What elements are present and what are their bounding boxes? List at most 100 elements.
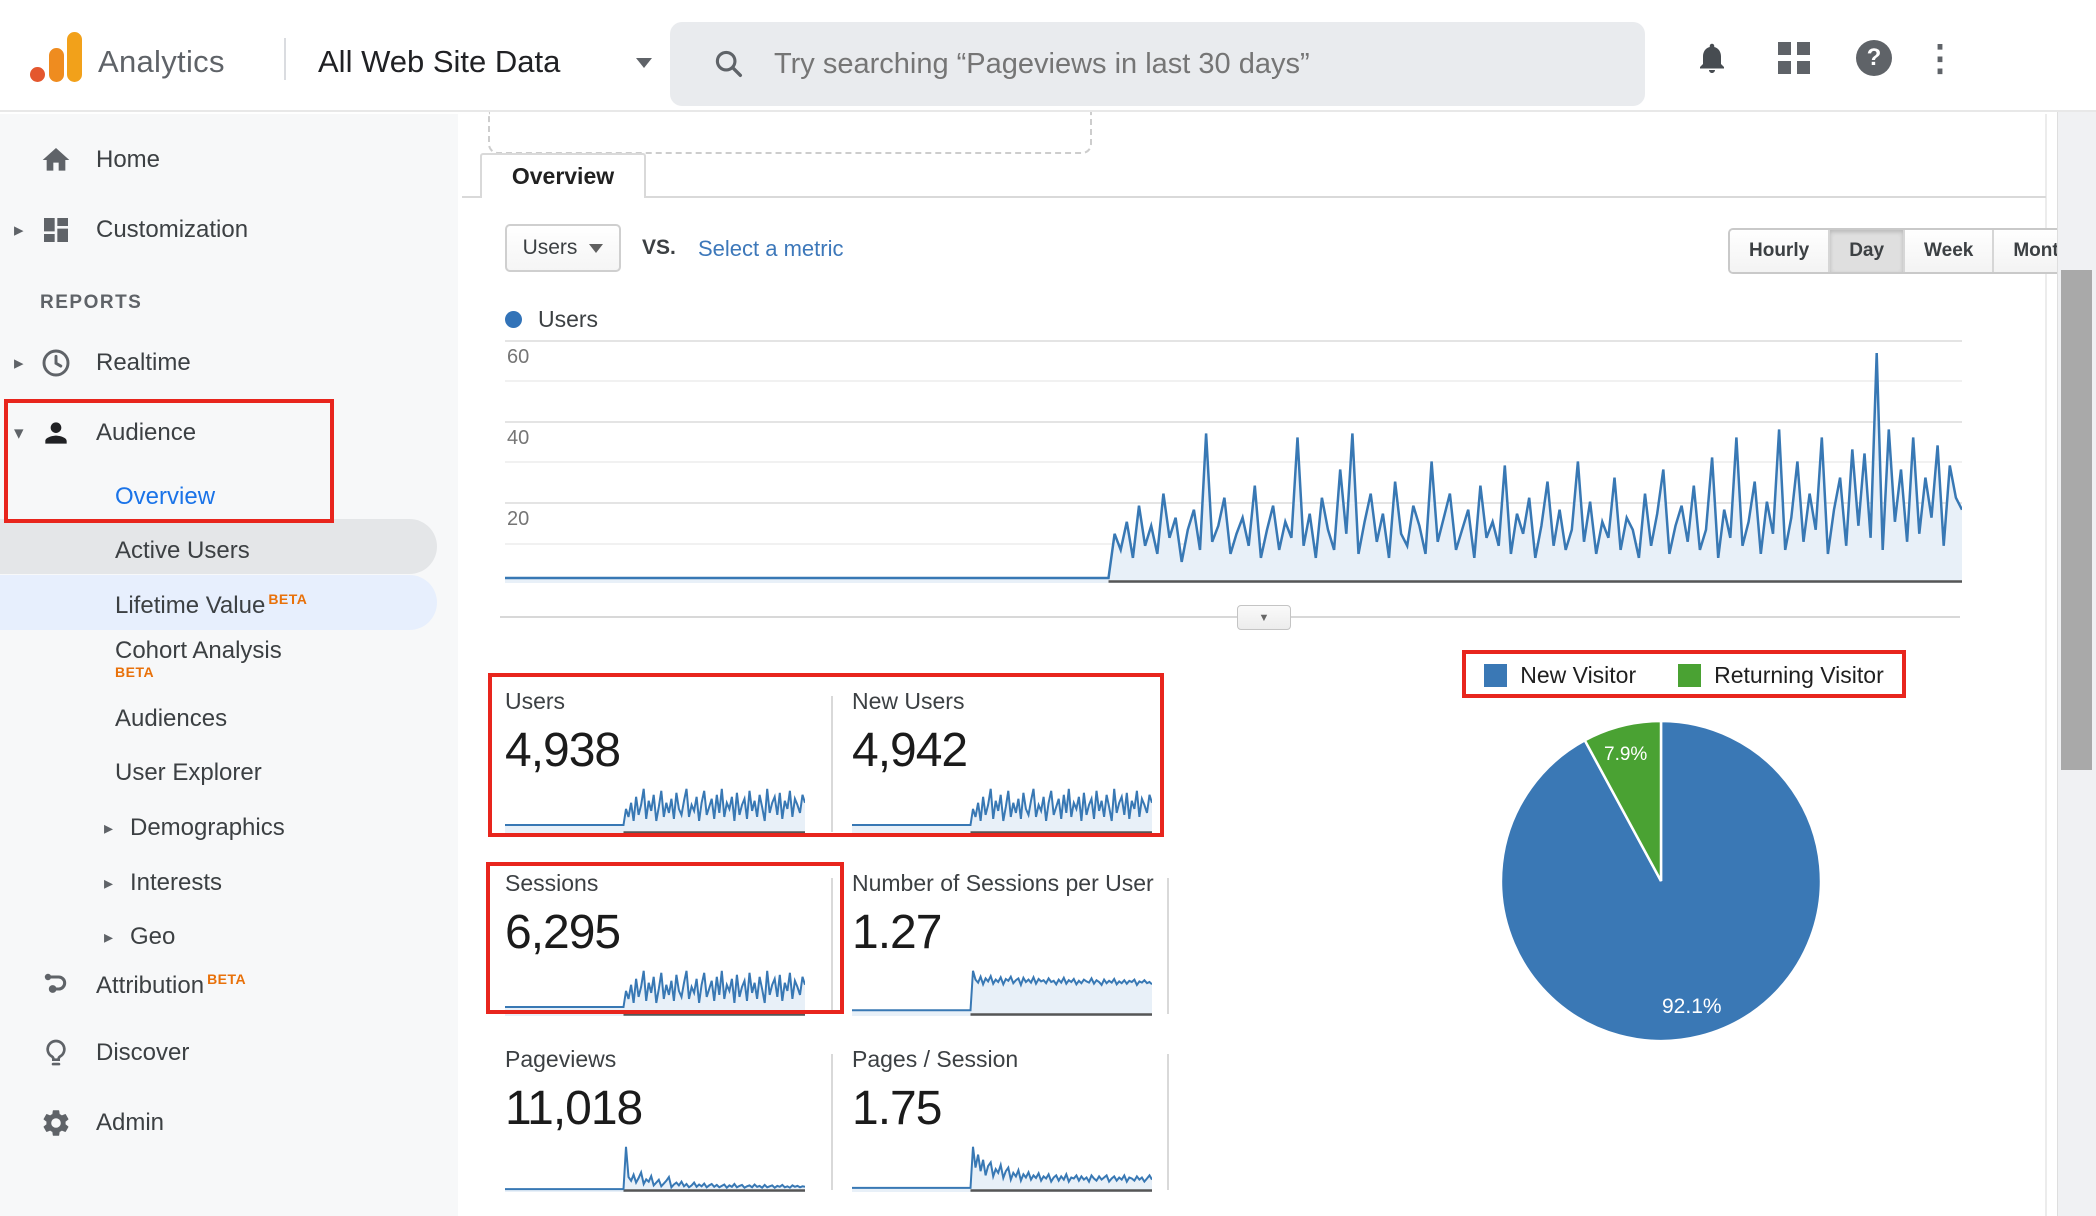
- sidebar-item-label: Demographics: [130, 814, 285, 841]
- card-value: 1.27: [852, 906, 942, 959]
- expand-arrow-icon: ▸: [104, 872, 114, 893]
- y-axis-tick: 40: [507, 427, 530, 449]
- sidebar-item-label: Audiences: [115, 705, 228, 732]
- card-divider: [1167, 878, 1169, 1014]
- sidebar-item-lifetime-value[interactable]: Lifetime Value BETA: [0, 582, 458, 628]
- granularity-hourly-button[interactable]: Hourly: [1730, 230, 1831, 272]
- granularity-day-button[interactable]: Day: [1830, 230, 1906, 272]
- scrollbar-thumb[interactable]: [2061, 270, 2092, 770]
- sidebar-nav: Home ▸ Customization REPORTS ▸ Realtime …: [0, 114, 458, 1216]
- sidebar-item-discover[interactable]: Discover: [0, 1030, 458, 1076]
- sparkline-chart: [505, 970, 805, 1016]
- sidebar-item-attribution[interactable]: Attribution BETA: [0, 962, 458, 1008]
- sidebar-item-overview[interactable]: Overview: [0, 474, 458, 520]
- sidebar-item-customization[interactable]: ▸ Customization: [0, 207, 458, 253]
- chevron-down-icon: [636, 58, 652, 68]
- expand-arrow-icon: ▸: [104, 926, 114, 947]
- overview-active-pill: [0, 575, 437, 630]
- visitor-type-pie-chart: [1499, 719, 1823, 1043]
- sidebar-item-label: Lifetime Value BETA: [115, 590, 308, 619]
- metric-dropdown[interactable]: Users: [505, 224, 621, 272]
- sidebar-item-label: Interests: [130, 869, 223, 896]
- vs-label: VS.: [642, 236, 676, 259]
- expand-arrow-icon: ▸: [104, 817, 114, 838]
- app-header: Analytics All Web Site Data ? ⋮: [0, 0, 2096, 112]
- home-icon: [42, 148, 70, 171]
- sidebar-item-label: Discover: [96, 1039, 190, 1066]
- chart-footer-divider: [500, 616, 1960, 618]
- sidebar-item-audiences[interactable]: Audiences: [0, 696, 458, 742]
- apps-button[interactable]: [1772, 36, 1816, 80]
- sidebar-item-active-users[interactable]: Active Users: [0, 528, 458, 574]
- chart-collapse-button[interactable]: ▼: [1237, 605, 1291, 630]
- legend-label: Returning Visitor: [1714, 661, 1884, 688]
- sidebar-item-label: Active Users: [115, 537, 250, 564]
- gridline-20: [505, 502, 1962, 504]
- sparkline-chart: [852, 788, 1152, 834]
- gridline-minor: [505, 461, 1962, 463]
- sidebar-item-realtime[interactable]: ▸ Realtime: [0, 340, 458, 386]
- metric-dropdown-label: Users: [522, 236, 578, 259]
- collapse-arrow-icon: ▾: [14, 422, 24, 444]
- card-divider: [831, 1054, 833, 1190]
- reports-section-label: REPORTS: [40, 292, 143, 313]
- card-value: 4,942: [852, 724, 968, 777]
- pie-legend: New Visitor Returning Visitor: [1463, 652, 1905, 698]
- expand-arrow-icon: ▸: [14, 219, 24, 241]
- metric-card-sessions: Sessions 6,295: [505, 870, 811, 1016]
- notifications-button[interactable]: [1690, 36, 1734, 80]
- gridline-minor: [505, 380, 1962, 382]
- sidebar-item-label: Audience: [96, 419, 197, 446]
- sparkline-chart: [852, 970, 1152, 1016]
- sidebar-item-cohort-analysis[interactable]: Cohort Analysis: [0, 628, 458, 674]
- sidebar-item-label: Overview: [115, 483, 216, 510]
- caret-down-icon: [589, 243, 604, 253]
- account-selector[interactable]: All Web Site Data: [318, 44, 561, 79]
- users-series-dot-icon: [505, 311, 522, 328]
- sidebar-item-home[interactable]: Home: [0, 137, 458, 183]
- more-menu-button[interactable]: ⋮: [1918, 36, 1962, 80]
- card-value: 1.75: [852, 1082, 942, 1135]
- content-right-border: [2045, 114, 2047, 1216]
- analytics-logo-icon[interactable]: [30, 32, 82, 82]
- sidebar-item-audience[interactable]: ▾ Audience: [0, 410, 458, 456]
- help-icon: ?: [1856, 40, 1892, 76]
- legend-label: Users: [538, 306, 599, 332]
- card-label: Users: [505, 688, 566, 714]
- users-timeline-chart: [505, 353, 1962, 583]
- card-label: New Users: [852, 688, 965, 714]
- kebab-menu-icon: ⋮: [1922, 37, 1958, 78]
- sidebar-item-label: Cohort Analysis: [115, 637, 282, 664]
- dashboard-icon: [44, 218, 68, 242]
- metric-card-users: Users 4,938: [505, 688, 811, 834]
- search-input[interactable]: [774, 47, 1645, 81]
- legend-label: New Visitor: [1520, 661, 1637, 688]
- sidebar-item-label: Home: [96, 146, 161, 173]
- card-value: 11,018: [505, 1082, 643, 1135]
- new-visitor-swatch-icon: [1484, 663, 1508, 687]
- sidebar-item-interests[interactable]: ▸ Interests: [0, 860, 458, 906]
- tab-overview[interactable]: Overview: [480, 153, 646, 198]
- legend-entry-new-visitor: New Visitor: [1484, 662, 1636, 689]
- y-axis-tick: 60: [507, 346, 530, 368]
- sidebar-item-admin[interactable]: Admin: [0, 1100, 458, 1146]
- select-a-metric-link[interactable]: Select a metric: [698, 236, 844, 261]
- sidebar-item-geo[interactable]: ▸ Geo: [0, 914, 458, 960]
- card-value: 4,938: [505, 724, 621, 777]
- sidebar-item-user-explorer[interactable]: User Explorer: [0, 750, 458, 796]
- beta-badge: BETA: [115, 664, 155, 680]
- sidebar-item-demographics[interactable]: ▸ Demographics: [0, 805, 458, 851]
- search-bar[interactable]: [670, 22, 1645, 106]
- card-label: Number of Sessions per User: [852, 870, 1154, 896]
- header-divider: [284, 38, 286, 80]
- clock-icon: [42, 349, 70, 377]
- returning-visitor-swatch-icon: [1678, 663, 1702, 687]
- metric-card-new-users: New Users 4,942: [852, 688, 1158, 834]
- person-icon: [45, 422, 67, 444]
- help-button[interactable]: ?: [1852, 36, 1896, 80]
- sidebar-item-label: Attribution BETA: [96, 970, 247, 999]
- sidebar-item-label: Admin: [96, 1109, 165, 1136]
- granularity-week-button[interactable]: Week: [1905, 230, 1995, 272]
- expand-arrow-icon: ▸: [14, 352, 24, 374]
